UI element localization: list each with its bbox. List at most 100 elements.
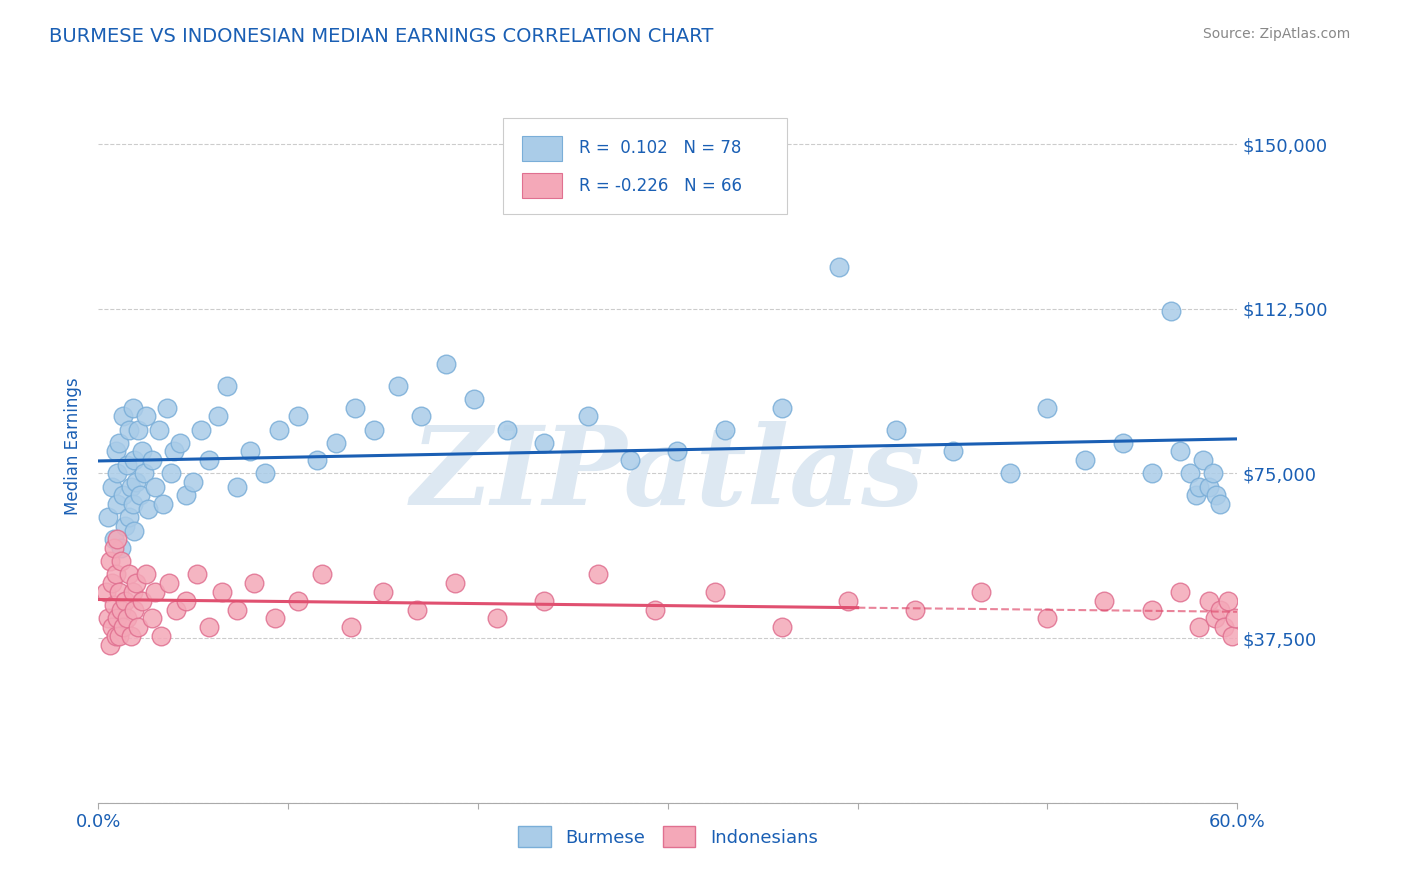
Point	[770, 401, 793, 415]
Point	[495, 423, 517, 437]
Point	[100, 620, 122, 634]
Point	[125, 576, 148, 591]
Point	[174, 488, 197, 502]
Point	[267, 423, 290, 437]
Point	[942, 444, 965, 458]
Point	[156, 401, 179, 415]
Point	[131, 594, 153, 608]
Point	[714, 423, 737, 437]
Point	[239, 444, 262, 458]
Point	[104, 567, 127, 582]
Point	[1074, 453, 1097, 467]
Point	[112, 488, 135, 502]
Point	[1192, 453, 1215, 467]
Text: ZIPatlas: ZIPatlas	[411, 421, 925, 528]
Point	[163, 444, 186, 458]
Point	[97, 611, 120, 625]
Point	[884, 423, 907, 437]
Point	[644, 602, 666, 616]
Point	[121, 585, 143, 599]
Point	[157, 576, 180, 591]
Point	[325, 435, 347, 450]
Point	[828, 260, 851, 274]
Point	[120, 480, 142, 494]
Point	[586, 567, 609, 582]
Point	[243, 576, 266, 591]
Point	[1112, 435, 1135, 450]
Point	[1209, 497, 1232, 511]
Point	[264, 611, 287, 625]
Point	[406, 602, 429, 616]
Point	[107, 533, 129, 547]
Point	[131, 444, 153, 458]
Point	[107, 611, 129, 625]
Point	[120, 629, 142, 643]
Text: BURMESE VS INDONESIAN MEDIAN EARNINGS CORRELATION CHART: BURMESE VS INDONESIAN MEDIAN EARNINGS CO…	[49, 27, 714, 45]
Point	[127, 423, 149, 437]
Point	[125, 475, 148, 490]
Point	[135, 567, 157, 582]
Point	[1160, 304, 1182, 318]
Point	[311, 567, 333, 582]
Point	[411, 409, 433, 424]
Point	[135, 409, 157, 424]
Point	[100, 480, 122, 494]
Point	[121, 497, 143, 511]
Point	[1209, 602, 1232, 616]
Point	[576, 409, 599, 424]
Point	[97, 510, 120, 524]
Text: R =  0.102   N = 78: R = 0.102 N = 78	[579, 139, 741, 157]
Point	[970, 585, 993, 599]
Point	[1170, 444, 1192, 458]
Point	[124, 602, 146, 616]
Point	[98, 638, 121, 652]
Point	[115, 458, 138, 472]
Point	[110, 554, 132, 568]
Point	[141, 611, 163, 625]
Point	[1198, 594, 1220, 608]
Point	[127, 620, 149, 634]
FancyBboxPatch shape	[503, 118, 787, 214]
Point	[152, 497, 174, 511]
Point	[190, 423, 212, 437]
Point	[287, 409, 309, 424]
Point	[904, 602, 927, 616]
Point	[387, 378, 409, 392]
Point	[132, 467, 155, 481]
Point	[197, 620, 219, 634]
Point	[533, 594, 555, 608]
Bar	[522, 173, 562, 198]
Point	[108, 435, 131, 450]
Point	[1094, 594, 1116, 608]
Point	[103, 541, 125, 555]
Point	[110, 541, 132, 555]
Point	[211, 585, 233, 599]
Point	[444, 576, 467, 591]
Point	[115, 611, 138, 625]
Point	[145, 585, 167, 599]
Point	[1213, 620, 1236, 634]
Point	[1205, 488, 1227, 502]
Point	[145, 480, 167, 494]
Point	[1201, 467, 1223, 481]
Point	[666, 444, 689, 458]
Point	[287, 594, 309, 608]
Point	[533, 435, 555, 450]
Bar	[522, 136, 562, 161]
Point	[363, 423, 385, 437]
Text: Source: ZipAtlas.com: Source: ZipAtlas.com	[1202, 27, 1350, 41]
Point	[486, 611, 509, 625]
Point	[104, 444, 127, 458]
Point	[136, 501, 159, 516]
Point	[1216, 594, 1239, 608]
Point	[159, 467, 181, 481]
Point	[104, 629, 127, 643]
Point	[103, 598, 125, 612]
Point	[112, 409, 135, 424]
Point	[226, 480, 249, 494]
Point	[108, 629, 131, 643]
Point	[150, 629, 173, 643]
Point	[340, 620, 363, 634]
Point	[837, 594, 859, 608]
Text: R = -0.226   N = 66: R = -0.226 N = 66	[579, 177, 742, 194]
